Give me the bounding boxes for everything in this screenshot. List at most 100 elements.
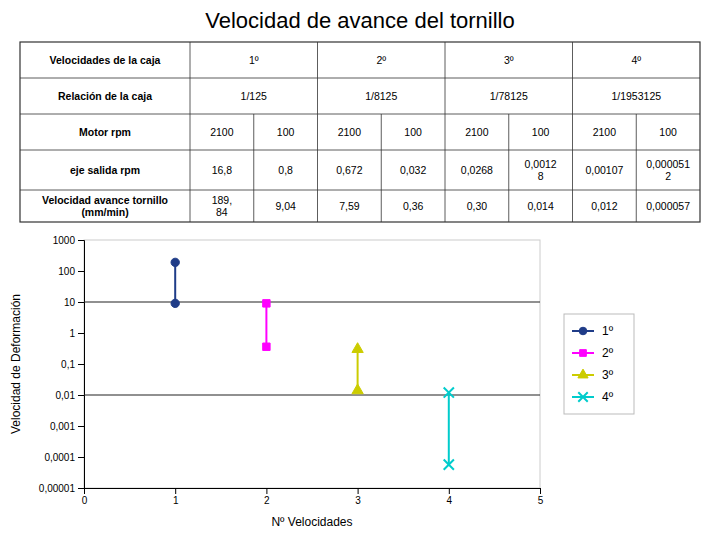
axis-line xyxy=(78,241,85,489)
tick: 0,01 xyxy=(56,390,84,401)
table-rule xyxy=(317,42,318,78)
legend-label: 4º xyxy=(602,390,614,404)
x-axis: 0 1 2 3 4 5 xyxy=(82,488,544,506)
row-label: Velocidades de la caja xyxy=(50,54,161,66)
table-rule xyxy=(253,150,254,190)
table-cell: 100 xyxy=(404,126,422,138)
tick-label: 1 xyxy=(69,328,75,339)
table-rule xyxy=(317,114,318,150)
tick-label: 10 xyxy=(64,297,76,308)
table-rule xyxy=(253,190,254,222)
table-cell: 0,30 xyxy=(467,200,488,212)
tick-mark xyxy=(78,395,84,396)
tick-mark xyxy=(266,488,267,494)
tick: 3 xyxy=(355,488,361,506)
tick: 1 xyxy=(173,488,179,506)
y-axis-title: Velocidad de Deformación xyxy=(9,294,23,434)
tick-mark xyxy=(78,271,84,272)
table-cell: 189,84 xyxy=(212,194,232,218)
point xyxy=(444,387,454,397)
tick-label: 0,01 xyxy=(56,390,76,401)
chart: Velocidad de avance del tornilloVelocida… xyxy=(0,0,720,540)
legend-label: 1º xyxy=(602,324,614,338)
table-rule xyxy=(636,190,637,222)
table-cell: 0,00107 xyxy=(585,164,623,176)
table-cell: 1/125 xyxy=(241,90,267,102)
table-cell: 0,00128 xyxy=(525,158,557,182)
tick-mark xyxy=(358,488,359,494)
table-rule xyxy=(445,78,446,114)
table-cell: 1/1953125 xyxy=(611,90,661,102)
legend-box xyxy=(564,314,634,414)
table-rule xyxy=(381,114,382,150)
table-border xyxy=(20,42,700,222)
tick-label: 0,001 xyxy=(50,421,75,432)
tick: 1000 xyxy=(53,235,84,246)
reference-line xyxy=(84,394,540,395)
tick: 10 xyxy=(64,297,84,308)
table-rule xyxy=(445,150,446,190)
table-rule xyxy=(381,190,382,222)
table-cell: 1/8125 xyxy=(365,90,397,102)
range-line xyxy=(174,262,176,303)
table-cell: 0,032 xyxy=(400,164,426,176)
legend-item: 3º xyxy=(572,368,614,382)
table-cell: 0,014 xyxy=(527,200,553,212)
table-rule xyxy=(445,42,446,78)
legend-swatch-marker xyxy=(578,369,588,378)
range-line xyxy=(448,393,450,465)
tick: 100 xyxy=(58,266,84,277)
row-label: Relación de la caja xyxy=(58,90,152,102)
tick-label: 0 xyxy=(82,495,88,506)
tick-label: 1000 xyxy=(53,235,76,246)
point xyxy=(352,384,363,394)
table-rule xyxy=(445,190,446,222)
tick-label: 100 xyxy=(58,266,75,277)
tick-mark xyxy=(78,240,84,241)
table-cell: 1/78125 xyxy=(490,90,528,102)
table-rule xyxy=(20,114,700,115)
table-cell: 100 xyxy=(532,126,550,138)
table-cell: 0,012 xyxy=(591,200,617,212)
table-rule xyxy=(20,150,700,151)
table-rule xyxy=(381,150,382,190)
table-cell: 2100 xyxy=(593,126,617,138)
table-cell: 0,0000512 xyxy=(646,158,690,182)
table-rule xyxy=(445,114,446,150)
tick-mark xyxy=(78,457,84,458)
point xyxy=(171,258,179,266)
row-label: Motor rpm xyxy=(79,126,131,138)
table-rule xyxy=(508,190,509,222)
tick: 4 xyxy=(447,488,453,506)
table-cell: 2100 xyxy=(465,126,489,138)
point xyxy=(352,343,363,353)
table-cell: 2100 xyxy=(210,126,234,138)
table-rule xyxy=(572,78,573,114)
tick: 0,1 xyxy=(61,359,84,370)
tick: 0,0001 xyxy=(44,452,84,463)
table-cell: 16,8 xyxy=(212,164,233,176)
tick-mark xyxy=(78,426,84,427)
table-rule xyxy=(317,78,318,114)
table-cell: 1º xyxy=(249,54,259,66)
table-cell: 9,04 xyxy=(275,200,296,212)
tick-mark xyxy=(78,488,84,489)
table-rule xyxy=(20,78,700,79)
tick-mark xyxy=(540,488,541,494)
table-rule xyxy=(508,150,509,190)
legend-swatch-marker xyxy=(578,392,587,401)
tick-mark xyxy=(175,488,176,494)
table-cell: 3º xyxy=(504,54,514,66)
tick: 0,00001 xyxy=(39,483,84,494)
point xyxy=(171,299,179,307)
legend-swatch-marker xyxy=(580,350,587,357)
tick-label: 1 xyxy=(173,495,179,506)
table-rule xyxy=(508,114,509,150)
y-axis: 0,00001 0,0001 0,001 0,01 0,1 1 10 100 1000 xyxy=(39,235,85,494)
x-axis-title: Nº Velocidades xyxy=(271,515,352,529)
tick-label: 0,1 xyxy=(61,359,75,370)
tick: 2 xyxy=(264,488,270,506)
tick-mark xyxy=(78,333,84,334)
tick: 5 xyxy=(538,488,544,506)
legend-label: 2º xyxy=(602,346,614,360)
